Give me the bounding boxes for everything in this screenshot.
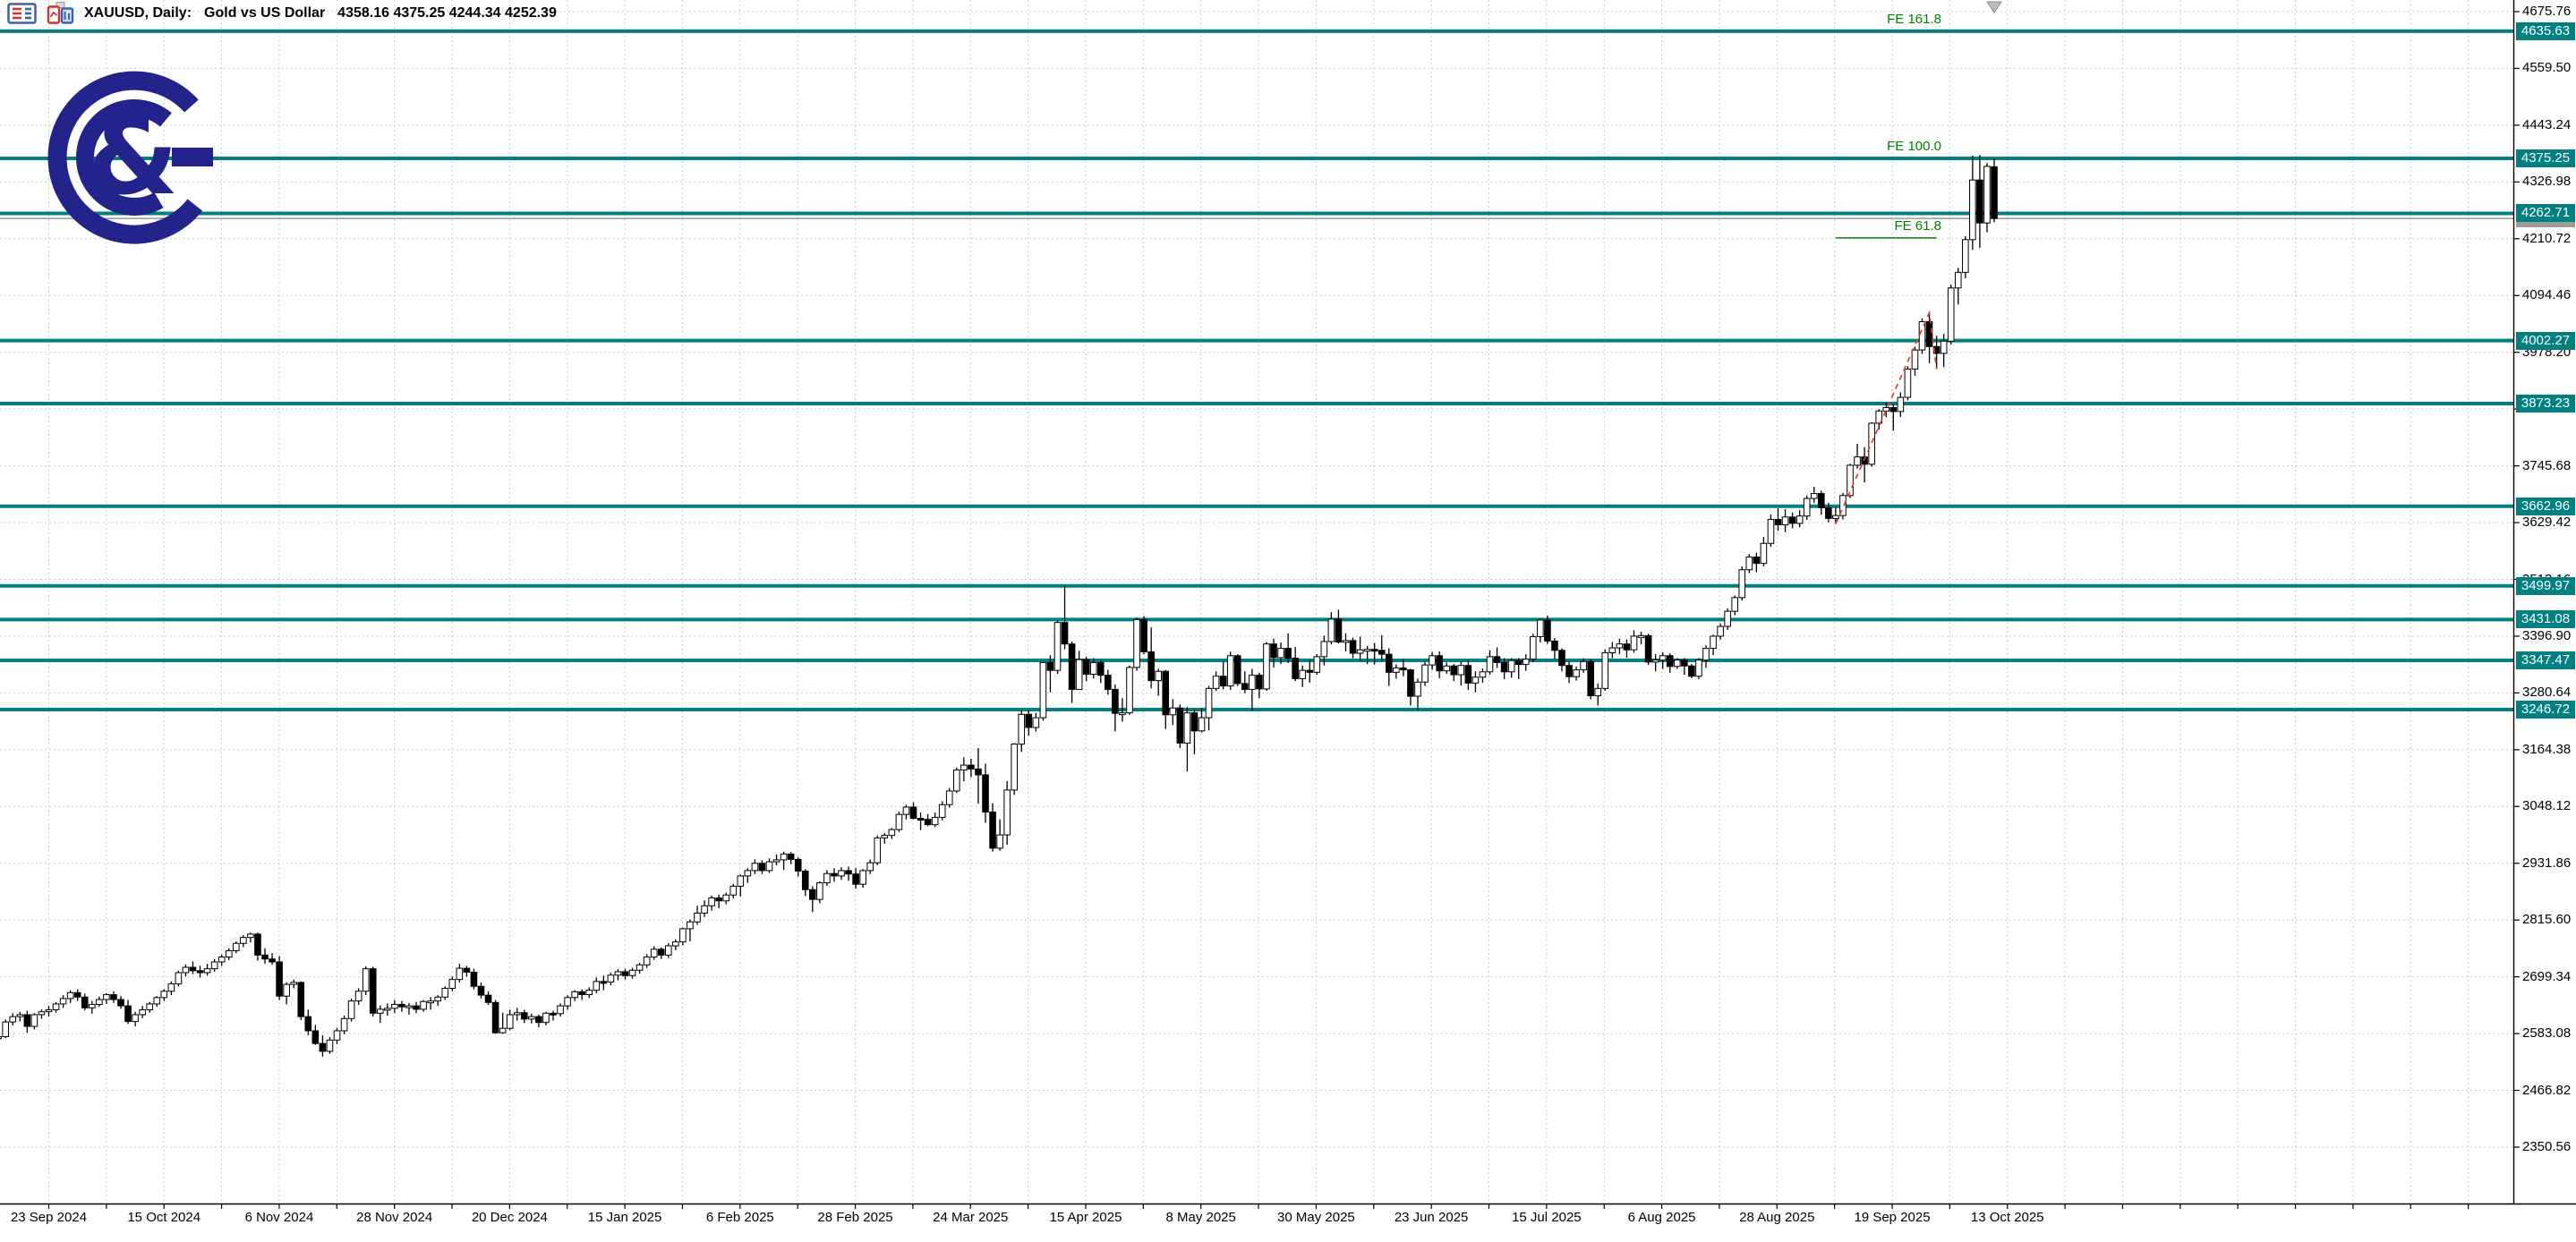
- time-axis-label: 20 Dec 2024: [471, 1210, 548, 1225]
- time-axis-label: 6 Aug 2025: [1627, 1210, 1696, 1225]
- candlesticks[interactable]: [0, 155, 1998, 1057]
- svg-text:&: &: [87, 95, 179, 218]
- instrument-label: Gold vs US Dollar: [204, 5, 326, 21]
- time-axis-label: 15 Jul 2025: [1512, 1210, 1582, 1225]
- market-list-icon: [7, 3, 37, 24]
- horizontal-level-lines[interactable]: [0, 29, 2513, 711]
- axis-borders: [0, 0, 2576, 1209]
- ohlc-values: 4358.16 4375.25 4244.34 4252.39: [337, 5, 557, 21]
- price-axis-label: 2466.82: [2522, 1082, 2572, 1098]
- time-axis-label: 28 Aug 2025: [1739, 1210, 1815, 1225]
- time-axis-label: 8 May 2025: [1165, 1210, 1236, 1225]
- new-chart-icon: [47, 2, 74, 24]
- price-axis-label: 2350.56: [2522, 1139, 2572, 1155]
- price-axis-label: 4326.98: [2522, 174, 2572, 190]
- price-axis-label: 3164.38: [2522, 741, 2572, 757]
- price-axis-label: 4559.50: [2522, 60, 2572, 76]
- time-axis-label: 15 Jan 2025: [587, 1210, 662, 1225]
- price-axis-label: 4443.24: [2522, 116, 2572, 132]
- time-axis-label: 15 Oct 2024: [127, 1210, 201, 1225]
- price-axis-label: 3629.42: [2522, 515, 2572, 531]
- chart-title-bar: XAUUSD, Daily: Gold vs US Dollar 4358.16 4…: [7, 2, 569, 25]
- price-level-label: 4635.63: [2516, 21, 2575, 40]
- fib-expansion-levels[interactable]: [1835, 30, 1937, 239]
- time-axis-label: 28 Nov 2024: [356, 1210, 433, 1225]
- time-axis-label: 19 Sep 2025: [1854, 1210, 1931, 1225]
- price-axis-label: 2699.34: [2522, 968, 2572, 984]
- price-level-label: 4262.71: [2516, 204, 2575, 223]
- symbol-period-label: XAUUSD, Daily:: [84, 5, 192, 21]
- price-axis-label: 3745.68: [2522, 457, 2572, 473]
- fib-expansion-trendline[interactable]: [1835, 310, 1938, 524]
- time-axis-label: 30 May 2025: [1277, 1210, 1355, 1225]
- time-axis-label: 28 Feb 2025: [817, 1210, 893, 1225]
- fib-level-label[interactable]: FE 100.0: [1887, 139, 1941, 155]
- price-level-label: 4375.25: [2516, 149, 2575, 168]
- price-level-label: 3873.23: [2516, 395, 2575, 413]
- price-level-label: 3246.72: [2516, 700, 2575, 719]
- fib-level-label[interactable]: FE 61.8: [1894, 217, 1941, 234]
- price-axis-label: 3396.90: [2522, 628, 2572, 643]
- time-axis-label: 15 Apr 2025: [1049, 1210, 1122, 1225]
- price-level-label: 3431.08: [2516, 610, 2575, 629]
- time-axis-label: 24 Mar 2025: [933, 1210, 1009, 1225]
- time-axis-label: 23 Jun 2025: [1394, 1210, 1469, 1225]
- price-level-label: 3499.97: [2516, 576, 2575, 595]
- price-axis-label: 2931.86: [2522, 855, 2572, 871]
- down-triangle-marker[interactable]: [1986, 1, 2002, 13]
- price-level-label: 4002.27: [2516, 331, 2575, 350]
- price-axis-label: 4094.46: [2522, 287, 2572, 303]
- price-axis-label: 3280.64: [2522, 685, 2572, 701]
- time-axis-label: 6 Nov 2024: [244, 1210, 314, 1225]
- chart-title: XAUUSD, Daily: Gold vs US Dollar 4358.16 4…: [84, 5, 569, 21]
- time-axis-label: 6 Feb 2025: [705, 1210, 774, 1225]
- time-axis-label: 23 Sep 2024: [10, 1210, 88, 1225]
- price-axis-label: 3048.12: [2522, 798, 2572, 814]
- price-axis-label: 4210.72: [2522, 230, 2572, 246]
- fib-level-label[interactable]: FE 161.8: [1887, 11, 1941, 27]
- time-axis-label: 13 Oct 2025: [1970, 1210, 2044, 1225]
- g-ampersand-logo: &: [47, 71, 213, 244]
- price-axis-label: 2815.60: [2522, 912, 2572, 928]
- price-level-label: 3662.96: [2516, 497, 2575, 515]
- price-axis-label: 2583.08: [2522, 1025, 2572, 1042]
- price-axis-label: 4675.76: [2522, 4, 2572, 19]
- price-level-label: 3347.47: [2516, 651, 2575, 669]
- grid-lines: [0, 0, 2513, 1204]
